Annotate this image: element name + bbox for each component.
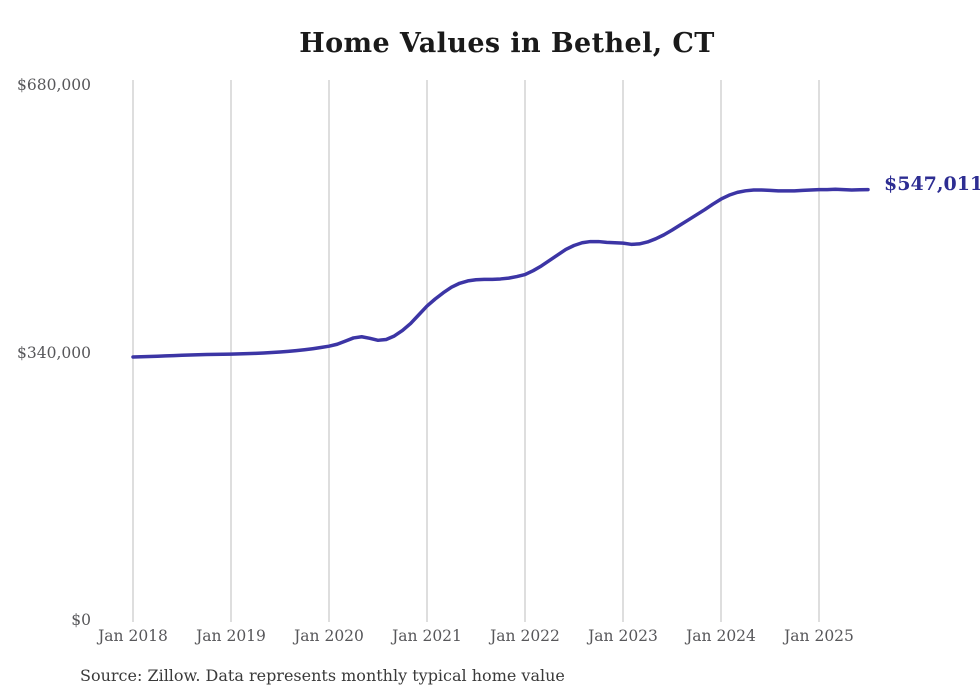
y-axis-tick-label: $0 bbox=[71, 611, 91, 629]
x-axis-tick-label: Jan 2020 bbox=[294, 627, 364, 645]
source-note: Source: Zillow. Data represents monthly … bbox=[80, 666, 565, 685]
x-axis-tick-label: Jan 2018 bbox=[98, 627, 168, 645]
y-axis-tick-label: $340,000 bbox=[17, 343, 91, 362]
y-axis-tick-label: $680,000 bbox=[17, 76, 91, 94]
x-axis-tick-label: Jan 2019 bbox=[196, 627, 266, 645]
x-axis-tick-label: Jan 2022 bbox=[490, 627, 560, 645]
x-axis-tick-label: Jan 2024 bbox=[686, 627, 756, 645]
chart-title: Home Values in Bethel, CT bbox=[299, 28, 715, 59]
x-axis-tick-label: Jan 2021 bbox=[392, 627, 462, 645]
latest-value-label: $547,011 bbox=[884, 172, 980, 195]
x-axis-tick-label: Jan 2023 bbox=[588, 627, 658, 645]
x-axis-tick-label: Jan 2025 bbox=[784, 627, 854, 645]
value-line bbox=[131, 187, 870, 359]
